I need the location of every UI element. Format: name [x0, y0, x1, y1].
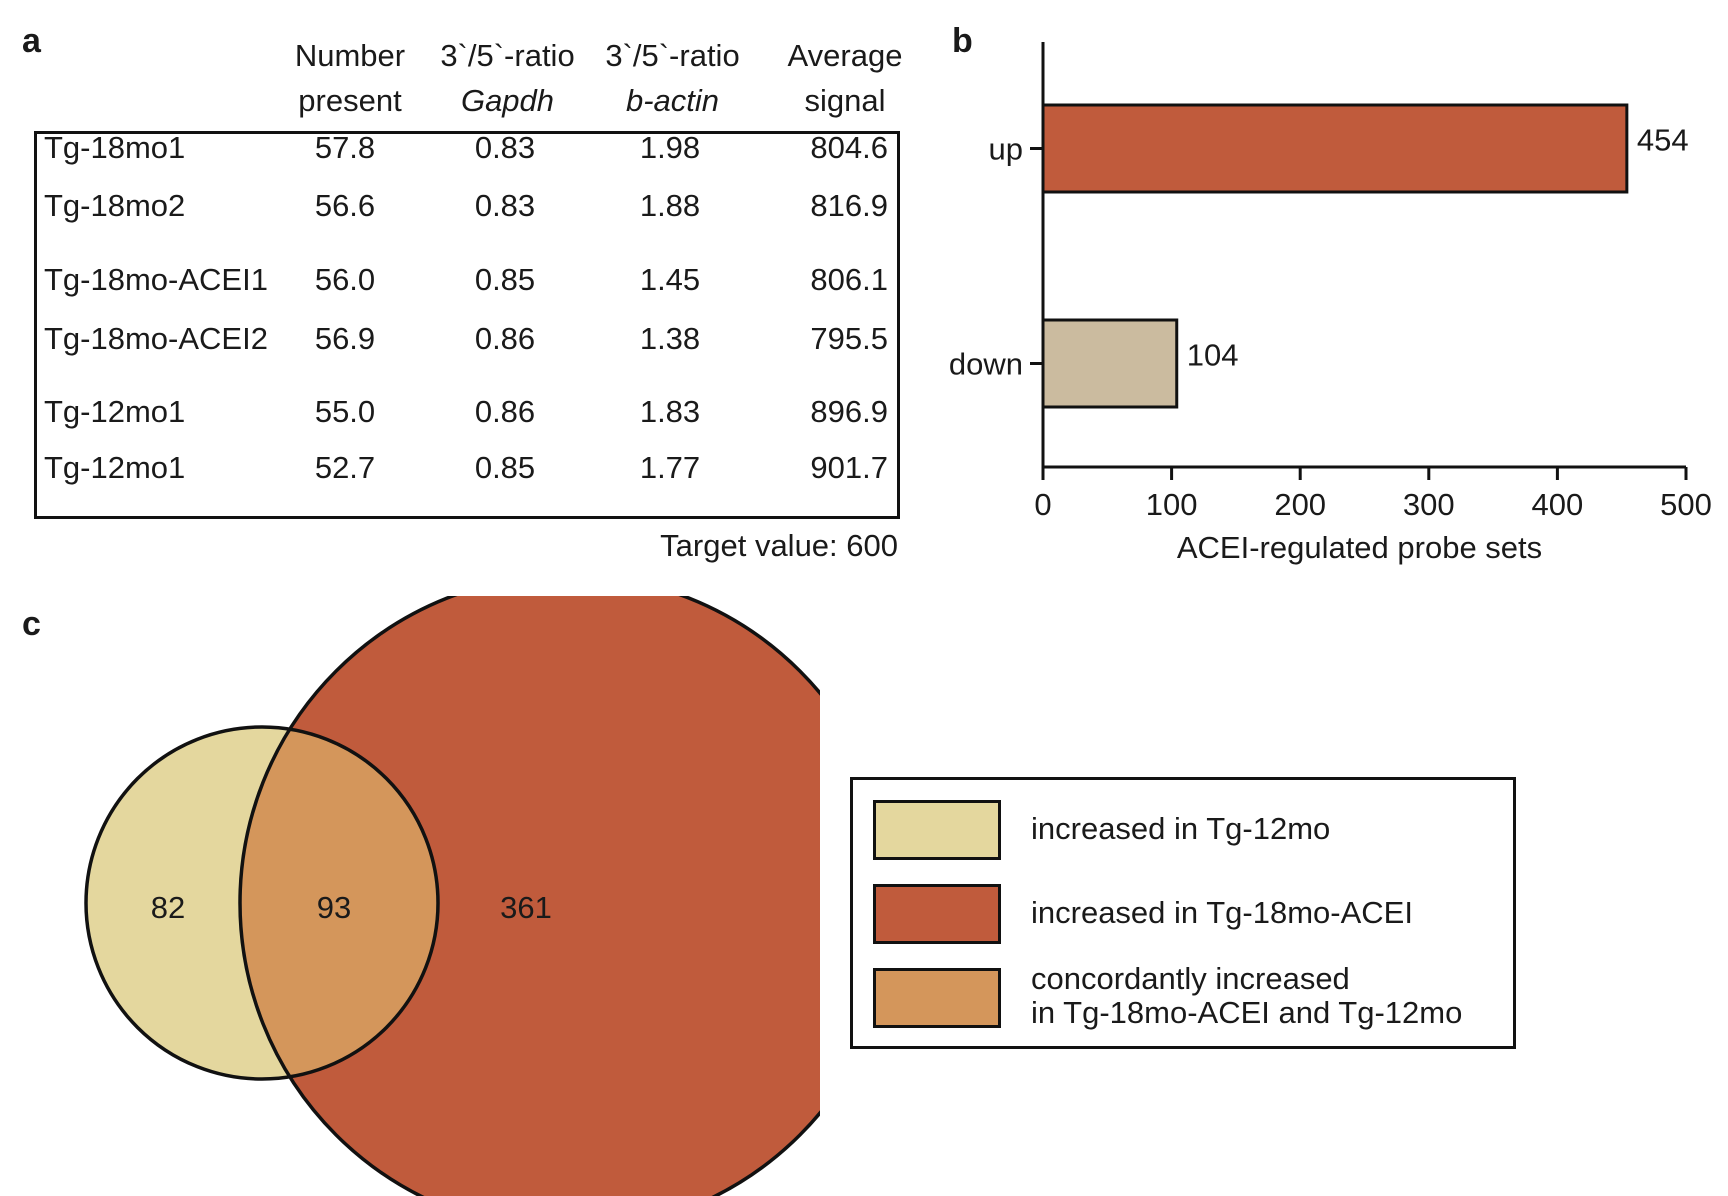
panel-letter-a: a	[22, 22, 41, 60]
category-label-up: up	[989, 132, 1023, 167]
x-tick-label: 0	[1034, 487, 1051, 522]
cell-sample: Tg-18mo1	[44, 130, 186, 165]
cell-gapdh: 0.83	[474, 130, 536, 165]
cell-sample: Tg-12mo1	[44, 450, 186, 485]
bar-chart: 0 100 200 300 400 500 ACEI-regulated probe set…	[949, 42, 1712, 565]
header-line1: 3`/5`-ratio	[440, 38, 575, 73]
header-line2: signal	[804, 83, 886, 118]
cell-number-present: 52.7	[314, 450, 376, 485]
cell-sample: Tg-12mo1	[44, 394, 186, 429]
venn-count-tg18-acei-only: 361	[500, 890, 552, 925]
cell-sample: Tg-18mo-ACEI1	[44, 262, 268, 297]
cell-avg-signal: 795.5	[810, 321, 888, 356]
cell-bactin: 1.88	[639, 188, 701, 223]
x-tick-label: 300	[1403, 487, 1455, 522]
cell-sample: Tg-18mo2	[44, 188, 186, 223]
panel-letter-c: c	[22, 605, 41, 643]
cell-avg-signal: 896.9	[810, 394, 888, 429]
cell-number-present: 56.9	[314, 321, 376, 356]
legend-label: increased in Tg-12mo	[1031, 811, 1331, 846]
category-label-down: down	[949, 347, 1023, 382]
panel-letter-b: b	[952, 22, 973, 60]
cell-gapdh: 0.85	[474, 450, 536, 485]
header-line2: b-actin	[625, 83, 720, 118]
x-tick-label: 500	[1660, 487, 1712, 522]
header-gapdh: 3`/5`-ratio Gapdh	[425, 33, 590, 123]
cell-gapdh: 0.83	[474, 188, 536, 223]
cell-sample: Tg-18mo-ACEI2	[44, 321, 268, 356]
header-number-present: Number present	[275, 33, 425, 123]
header-line1: Average	[787, 38, 903, 73]
venn-legend: increased in Tg-12mo increased in Tg-18m…	[850, 777, 1516, 1049]
x-axis-title: ACEI-regulated probe sets	[1177, 530, 1542, 565]
venn-outline-tg12	[84, 725, 440, 1081]
cell-bactin: 1.38	[639, 321, 701, 356]
target-value: Target value: 600	[660, 528, 898, 563]
cell-number-present: 57.8	[314, 130, 376, 165]
bar-down	[1041, 318, 1179, 409]
cell-gapdh: 0.86	[474, 321, 536, 356]
cell-avg-signal: 804.6	[810, 130, 888, 165]
legend-label-line2: in Tg-18mo-ACEI and Tg-12mo	[1031, 995, 1463, 1030]
legend-label: increased in Tg-18mo-ACEI	[1031, 895, 1413, 930]
legend-swatch	[873, 800, 1001, 860]
cell-number-present: 55.0	[314, 394, 376, 429]
venn-outline-tg18-acei	[238, 596, 820, 1196]
cell-number-present: 56.6	[314, 188, 376, 223]
venn-count-tg12-only: 82	[151, 890, 185, 925]
bar-value-label: 104	[1187, 338, 1239, 373]
legend-label-line1: concordantly increased	[1031, 961, 1350, 996]
cell-number-present: 56.0	[314, 262, 376, 297]
cell-avg-signal: 806.1	[810, 262, 888, 297]
bar-value-label: 454	[1637, 123, 1689, 158]
legend-swatch	[873, 968, 1001, 1028]
cell-bactin: 1.45	[639, 262, 701, 297]
header-bactin: 3`/5`-ratio b-actin	[590, 33, 755, 123]
x-tick-label: 200	[1274, 487, 1326, 522]
x-tick-label: 100	[1146, 487, 1198, 522]
header-average-signal: Average signal	[770, 33, 920, 123]
header-line2: present	[298, 83, 402, 118]
cell-gapdh: 0.86	[474, 394, 536, 429]
bar-up	[1041, 103, 1629, 194]
venn-set-tg18-acei	[240, 596, 820, 1196]
cell-bactin: 1.98	[639, 130, 701, 165]
x-tick-label: 400	[1532, 487, 1584, 522]
venn-count-intersection: 93	[317, 890, 351, 925]
cell-bactin: 1.77	[639, 450, 701, 485]
legend-swatch	[873, 884, 1001, 944]
cell-gapdh: 0.85	[474, 262, 536, 297]
header-line2: Gapdh	[460, 83, 555, 118]
cell-avg-signal: 901.7	[810, 450, 888, 485]
cell-avg-signal: 816.9	[810, 188, 888, 223]
header-line1: Number	[294, 38, 406, 73]
header-line1: 3`/5`-ratio	[605, 38, 740, 73]
legend-label: concordantly increased in Tg-18mo-ACEI a…	[1031, 962, 1462, 1030]
venn-diagram: 82 93 361	[84, 596, 820, 1196]
cell-bactin: 1.83	[639, 394, 701, 429]
qc-table	[34, 131, 900, 519]
